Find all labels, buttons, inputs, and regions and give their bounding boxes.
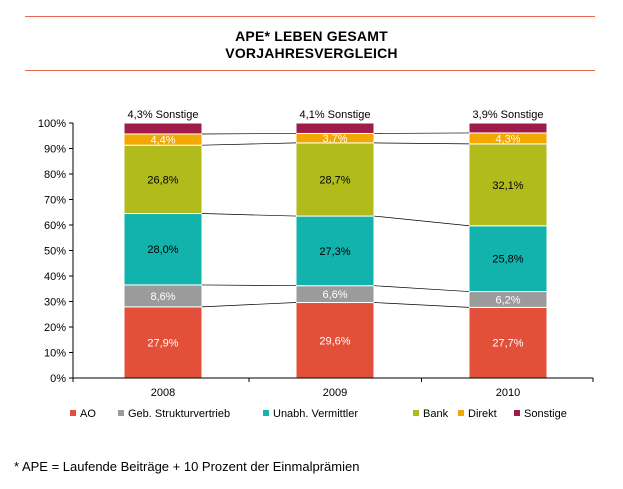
footnote: * APE = Laufende Beiträge + 10 Prozent d… <box>14 459 360 474</box>
connector-line <box>201 302 297 308</box>
connector-line <box>201 142 297 146</box>
connector-line <box>201 284 297 287</box>
connector-line <box>373 215 470 227</box>
data-label: 6,2% <box>495 294 520 306</box>
y-tick-label: 100% <box>38 118 66 130</box>
data-label: 27,9% <box>147 337 178 349</box>
legend-label: Geb. Strukturvertrieb <box>128 408 230 420</box>
legend-label: Direkt <box>468 408 497 420</box>
data-label: 26,8% <box>147 174 178 186</box>
y-tick-label: 90% <box>44 144 66 156</box>
chart-title-line1: APE* LEBEN GESAMT <box>235 28 388 44</box>
bar-unabh-vermittler-2009 <box>295 215 375 287</box>
data-label: 25,8% <box>492 254 523 266</box>
data-label: 28,0% <box>147 244 178 256</box>
annotation-label: 4,3% Sonstige <box>128 109 199 121</box>
annotation-label: 4,1% Sonstige <box>300 109 371 121</box>
annotation-label: 3,9% Sonstige <box>473 109 544 121</box>
bar-sonstige-2008 <box>123 122 203 135</box>
bar-bank-2010 <box>468 143 548 227</box>
data-label: 6,6% <box>322 289 347 301</box>
data-label: 28,7% <box>319 174 350 186</box>
data-label: 29,6% <box>319 335 350 347</box>
connector-line <box>373 285 470 292</box>
legend-swatch-bank <box>413 410 419 416</box>
y-tick-label: 80% <box>44 169 66 181</box>
data-label: 27,7% <box>492 338 523 350</box>
legend-swatch-direkt <box>458 410 464 416</box>
legend-label: Sonstige <box>524 408 567 420</box>
bar-unabh-vermittler-2008 <box>123 213 203 286</box>
y-tick-label: 30% <box>44 297 66 309</box>
data-label: 27,3% <box>319 246 350 258</box>
title-bottom-rule <box>25 70 595 71</box>
legend-label: Bank <box>423 408 449 420</box>
title-top-rule <box>25 16 595 17</box>
y-tick-label: 40% <box>44 271 66 283</box>
connector-line <box>373 142 470 145</box>
x-tick-label-2009: 2009 <box>323 387 347 399</box>
y-tick-label: 0% <box>50 373 66 385</box>
legend-label: Unabh. Vermittler <box>273 408 358 420</box>
x-tick-label-2010: 2010 <box>496 387 520 399</box>
chart-title-line2: VORJAHRESVERGLEICH <box>225 45 398 61</box>
y-tick-label: 70% <box>44 195 66 207</box>
bar-ao-2010 <box>468 306 548 379</box>
connector-line <box>373 302 470 308</box>
bar-sonstige-2010 <box>468 122 548 134</box>
bar-unabh-vermittler-2010 <box>468 225 548 293</box>
legend-label: AO <box>80 408 96 420</box>
legend-swatch-ao <box>70 410 76 416</box>
connector-line <box>373 132 470 134</box>
y-tick-label: 10% <box>44 348 66 360</box>
bar-bank-2008 <box>123 144 203 215</box>
connector-line <box>201 133 297 135</box>
bar-ao-2008 <box>123 306 203 379</box>
y-tick-label: 50% <box>44 246 66 258</box>
data-label: 8,6% <box>150 291 175 303</box>
y-tick-label: 20% <box>44 322 66 334</box>
bar-bank-2009 <box>295 142 375 217</box>
y-tick-label: 60% <box>44 220 66 232</box>
legend-swatch-sonstige <box>514 410 520 416</box>
stacked-bar-chart: 27,9% 29,6% 27,7% 8,6% 6,6% 6,2% 28,0% 27,3% 25,… <box>38 109 594 420</box>
connector-line <box>201 213 297 217</box>
legend-swatch-geb-strukturvertrieb <box>118 410 124 416</box>
data-label: 4,3% <box>495 133 520 145</box>
x-tick-label-2008: 2008 <box>151 387 175 399</box>
bar-sonstige-2009 <box>295 122 375 134</box>
data-label: 32,1% <box>492 180 523 192</box>
data-label: 3,7% <box>322 133 347 145</box>
data-label: 4,4% <box>150 135 175 147</box>
legend-swatch-unabh-vermittler <box>263 410 269 416</box>
